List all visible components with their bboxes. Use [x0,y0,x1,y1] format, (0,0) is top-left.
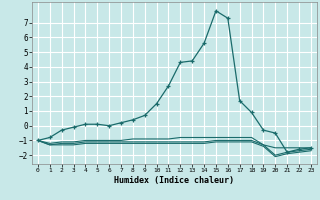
X-axis label: Humidex (Indice chaleur): Humidex (Indice chaleur) [115,176,234,185]
